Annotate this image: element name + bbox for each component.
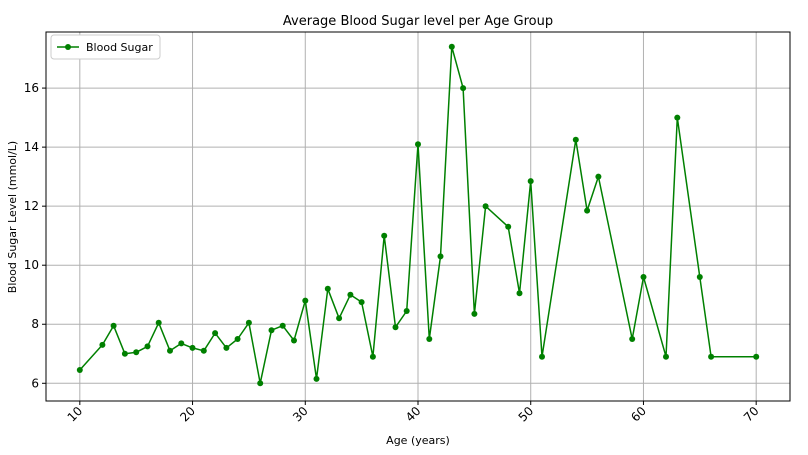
- legend-marker: [65, 44, 71, 50]
- data-point: [212, 330, 219, 337]
- data-point: [663, 353, 669, 360]
- legend-box: [50, 34, 161, 60]
- data-point: [234, 336, 241, 342]
- data-point: [313, 375, 320, 382]
- data-point: [584, 207, 591, 214]
- data-point: [200, 347, 207, 354]
- data-point: [527, 178, 534, 185]
- x-tick-label: 20: [177, 404, 198, 425]
- ticks: 10 20 30 40 50 60 70 6 8 10 12 14 16: [24, 81, 762, 424]
- x-tick-label: 40: [403, 404, 424, 425]
- data-point: [369, 353, 376, 360]
- data-point: [572, 136, 579, 143]
- data-point: [279, 322, 286, 329]
- x-tick-label: 10: [65, 404, 86, 425]
- x-tick-label: 70: [741, 404, 762, 425]
- y-tick-label: 14: [24, 140, 39, 154]
- y-tick-label: 16: [24, 81, 39, 95]
- data-point: [392, 324, 399, 331]
- data-point: [426, 336, 433, 342]
- data-point: [539, 353, 545, 360]
- data-point: [245, 319, 252, 326]
- data-point: [302, 297, 309, 304]
- data-point: [268, 327, 275, 334]
- data-point: [482, 203, 489, 210]
- legend: Blood Sugar: [50, 34, 161, 60]
- legend-label: Blood Sugar: [86, 41, 153, 54]
- y-axis-label: Blood Sugar Level (mmol/L): [6, 141, 19, 293]
- chart-title: Average Blood Sugar level per Age Group: [283, 14, 553, 29]
- data-point: [155, 319, 162, 326]
- data-point: [595, 173, 602, 180]
- data-point: [121, 350, 128, 357]
- series-layer: [76, 43, 760, 387]
- data-point: [257, 380, 264, 387]
- data-point: [336, 315, 343, 322]
- data-point: [753, 353, 760, 360]
- data-point: [437, 253, 444, 260]
- data-point: [358, 299, 365, 306]
- data-point: [324, 285, 331, 292]
- data-point: [674, 114, 681, 121]
- y-tick-label: 10: [24, 258, 39, 272]
- y-tick-label: 12: [24, 199, 39, 213]
- data-point: [223, 344, 230, 351]
- x-tick-label: 30: [290, 404, 311, 425]
- data-point: [381, 232, 388, 239]
- data-point: [415, 141, 421, 148]
- x-tick-label: 50: [516, 404, 537, 425]
- y-tick-label: 6: [31, 376, 39, 390]
- data-point: [505, 223, 512, 230]
- data-point: [347, 291, 354, 298]
- data-point: [167, 347, 173, 354]
- x-axis-label: Age (years): [386, 434, 450, 447]
- data-point: [133, 349, 140, 356]
- data-point: [144, 343, 151, 350]
- data-point: [708, 353, 715, 360]
- data-point: [99, 341, 106, 348]
- grid: [46, 32, 790, 401]
- data-point: [516, 290, 523, 297]
- x-tick-label: 60: [628, 404, 649, 425]
- data-point: [448, 43, 455, 50]
- data-point: [629, 336, 636, 342]
- data-point: [110, 322, 117, 329]
- data-point: [471, 310, 478, 317]
- data-point: [403, 308, 410, 314]
- data-point: [178, 340, 185, 347]
- data-point: [189, 344, 196, 351]
- data-point: [696, 274, 703, 280]
- y-tick-label: 8: [31, 317, 39, 331]
- data-point: [640, 274, 647, 280]
- data-point: [291, 337, 297, 344]
- data-point: [76, 367, 83, 373]
- data-point: [460, 85, 467, 92]
